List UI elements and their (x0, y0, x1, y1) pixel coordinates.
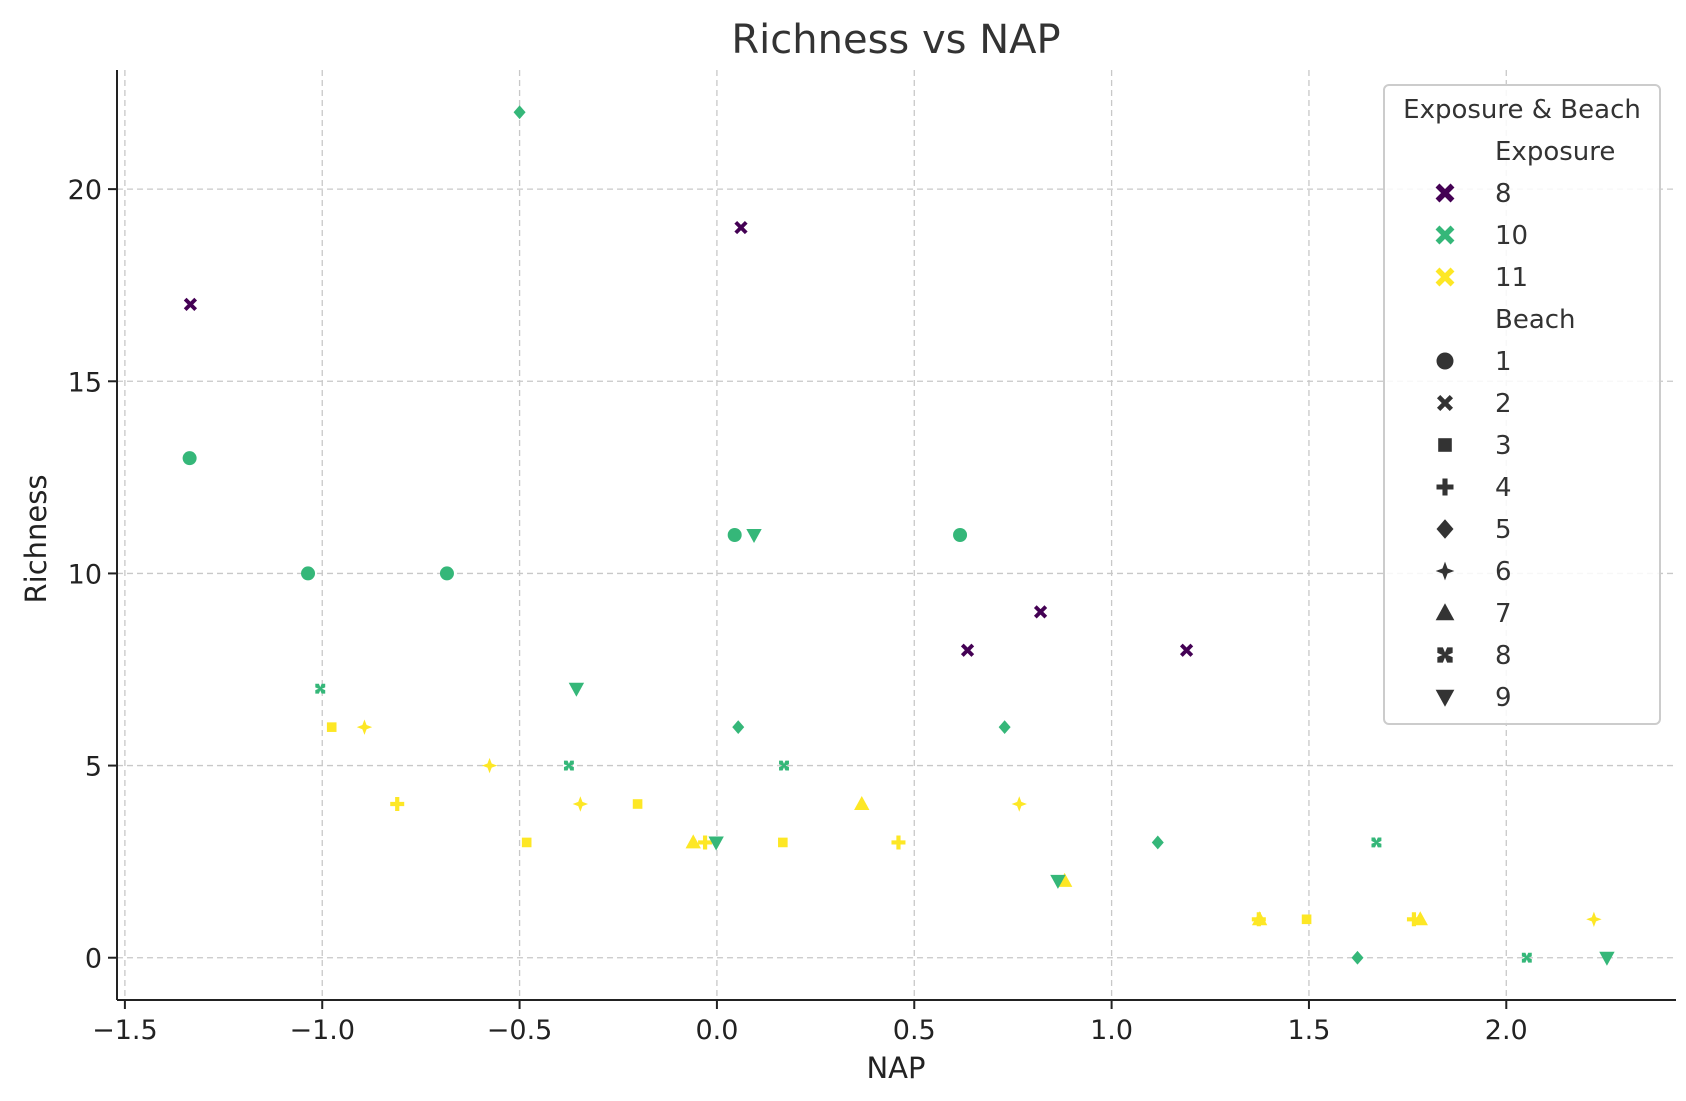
data-point (734, 220, 748, 235)
y-tick-label: 15 (68, 367, 102, 398)
data-point (1371, 837, 1382, 848)
x-tick-label: −1.0 (289, 1015, 355, 1046)
legend-marker (1436, 478, 1454, 496)
legend-marker (1435, 603, 1455, 621)
x-tick-label: −0.5 (487, 1015, 553, 1046)
x-tick-label: 1.0 (1090, 1015, 1133, 1046)
legend-marker (1435, 267, 1455, 287)
y-tick-label: 0 (85, 944, 102, 975)
legend: Exposure & Beach Exposure 8 10 11 Beach 1 2 3 4 5… (1383, 84, 1661, 725)
x-tick-label: 2.0 (1485, 1015, 1528, 1046)
data-point (732, 720, 745, 735)
legend-title: Exposure & Beach (1403, 95, 1641, 125)
data-point (356, 719, 373, 735)
data-point (1521, 952, 1532, 963)
data-point (953, 528, 968, 542)
data-point (998, 720, 1011, 735)
data-point (481, 757, 498, 774)
axes (116, 70, 1676, 1001)
data-point (1050, 874, 1066, 889)
legend-marker (1436, 352, 1454, 370)
data-point (326, 722, 337, 732)
y-tick-label: 10 (68, 559, 102, 590)
data-point (572, 796, 589, 812)
legend-marker (1435, 689, 1455, 707)
data-point (698, 835, 713, 850)
y-tick-label: 5 (85, 752, 102, 783)
data-point (183, 297, 198, 312)
data-point (568, 682, 585, 697)
data-point (1033, 605, 1048, 619)
data-point (301, 566, 316, 581)
data-point (1412, 911, 1428, 926)
data-point (1599, 951, 1615, 966)
data-point (390, 797, 405, 812)
legend-items: Exposure 8 10 11 Beach 1 2 3 4 5 6 7 8 9 (1435, 137, 1615, 713)
legend-label: 10 (1495, 221, 1528, 251)
data-point (439, 566, 454, 581)
chart-title: Richness vs NAP (731, 17, 1060, 63)
data-point (521, 837, 532, 848)
legend-label: 1 (1495, 347, 1512, 377)
data-point (1586, 911, 1602, 927)
legend-label: 2 (1495, 389, 1512, 419)
legend-marker (1436, 394, 1454, 412)
legend-subtitle-exposure: Exposure (1495, 137, 1615, 167)
legend-label: 8 (1495, 179, 1512, 209)
data-point (685, 834, 701, 849)
x-tick-label: 0.5 (893, 1015, 936, 1046)
data-point (1011, 796, 1027, 812)
data-point (854, 795, 870, 810)
data-point (632, 799, 643, 809)
legend-marker (1435, 561, 1455, 581)
legend-label: 4 (1495, 473, 1512, 503)
legend-box (1383, 84, 1661, 725)
x-tick-label: 1.5 (1287, 1015, 1330, 1046)
data-point (1301, 914, 1312, 925)
y-axis-label: Richness (19, 475, 53, 604)
data-point (315, 683, 326, 694)
data-point (1151, 835, 1164, 850)
data-point (727, 528, 742, 542)
legend-label: 9 (1495, 683, 1512, 713)
legend-marker (1435, 225, 1455, 245)
x-tick-label: −1.5 (92, 1015, 158, 1046)
x-tick-label: 0.0 (695, 1015, 738, 1046)
data-point (708, 836, 724, 851)
data-point (1351, 950, 1364, 965)
data-points (182, 105, 1615, 966)
grid-lines (117, 70, 1676, 1000)
data-point (1179, 643, 1194, 657)
data-point (513, 105, 526, 120)
data-point (746, 529, 762, 544)
y-tick-label: 20 (68, 175, 102, 206)
data-point (182, 451, 197, 466)
legend-label: 6 (1495, 557, 1512, 587)
legend-label: 5 (1495, 515, 1512, 545)
data-point (891, 835, 906, 850)
legend-marker (1436, 519, 1454, 539)
legend-marker (1435, 183, 1455, 203)
data-point (778, 837, 788, 848)
legend-label: 3 (1495, 431, 1512, 461)
legend-subtitle-beach: Beach (1495, 305, 1576, 335)
data-point (563, 760, 574, 771)
legend-label: 11 (1495, 263, 1528, 293)
data-point (1251, 911, 1268, 926)
x-axis-label: NAP (866, 1051, 925, 1085)
data-point (779, 760, 789, 771)
legend-label: 7 (1495, 599, 1512, 629)
legend-marker (1437, 647, 1453, 663)
legend-label: 8 (1495, 641, 1512, 671)
legend-marker (1438, 438, 1452, 452)
data-point (960, 643, 975, 657)
